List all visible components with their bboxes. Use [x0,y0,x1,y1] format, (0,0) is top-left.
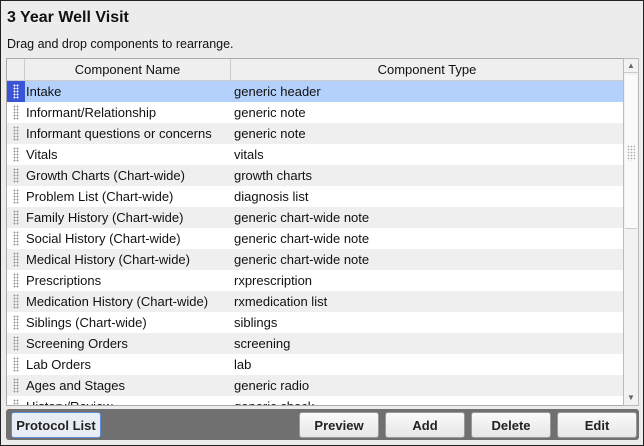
component-type: generic radio [234,378,310,393]
component-name: Vitals [26,147,58,162]
component-type: rxprescription [234,273,313,288]
component-name: Siblings (Chart-wide) [26,315,147,330]
drag-handle-icon[interactable] [7,228,25,249]
component-type: lab [234,357,252,372]
component-name: Family History (Chart-wide) [26,210,184,225]
preview-button[interactable]: Preview [299,412,379,438]
table-row[interactable]: Social History (Chart-wide) generic chart… [7,228,623,249]
column-header-name[interactable]: Component Name [25,59,231,80]
component-type: rxmedication list [234,294,328,309]
component-name: Informant questions or concerns [26,126,212,141]
component-type: generic chart-wide note [234,252,370,267]
component-type: screening [234,336,291,351]
component-type: generic note [234,105,306,120]
table-row[interactable]: Siblings (Chart-wide) siblings [7,312,623,333]
delete-button[interactable]: Delete [471,412,551,438]
scroll-down-arrow-icon[interactable]: ▼ [627,393,635,402]
component-name: Social History (Chart-wide) [26,231,181,246]
component-name: Ages and Stages [26,378,126,393]
component-name: Problem List (Chart-wide) [26,189,174,204]
drag-handle-icon[interactable] [7,291,25,312]
scrollbar-thumb[interactable] [625,75,637,229]
component-name: Prescriptions [26,273,102,288]
drag-handle-icon[interactable] [7,249,25,270]
component-name: History/Review [25,399,231,405]
drag-handle-icon[interactable] [7,81,25,102]
table-row[interactable]: Screening Orders screening [7,333,623,354]
components-table: Component Name Component Type Intake gene… [6,58,624,406]
component-name: Growth Charts (Chart-wide) [26,168,185,183]
table-row[interactable]: Family History (Chart-wide) generic chart… [7,207,623,228]
component-type: generic check [231,399,314,405]
page-title: 3 Year Well Visit [7,9,129,26]
component-name: Screening Orders [26,336,128,351]
table-row[interactable]: Medication History (Chart-wide) rxmedicat… [7,291,623,312]
table-row[interactable]: Growth Charts (Chart-wide) growth charts [7,165,623,186]
component-name: Intake [26,84,62,99]
scroll-up-arrow-icon[interactable]: ▲ [624,59,638,73]
protocol-list-button[interactable]: Protocol List [11,412,101,438]
drag-handle-icon[interactable] [7,123,25,144]
drag-handle-icon[interactable] [7,102,25,123]
edit-button[interactable]: Edit [557,412,637,438]
drag-handle-icon[interactable] [7,186,25,207]
table-row[interactable]: Prescriptions rxprescription [7,270,623,291]
drag-handle-icon[interactable] [7,375,25,396]
drag-handle-icon[interactable] [7,207,25,228]
instructions: Drag and drop components to rearrange. [7,37,234,51]
component-name: Medication History (Chart-wide) [26,294,209,309]
table-header: Component Name Component Type [7,59,623,81]
component-type: generic chart-wide note [234,231,370,246]
table-row[interactable]: Vitals vitals [7,144,623,165]
table-row[interactable]: Informant/Relationship generic note [7,102,623,123]
component-type: siblings [234,315,278,330]
table-row[interactable]: Ages and Stages generic radio [7,375,623,396]
button-bar: Protocol List Preview Add Delete Edit [6,409,639,440]
vertical-scrollbar[interactable]: ▲ ▼ [623,58,639,406]
component-type: generic chart-wide note [234,210,370,225]
drag-handle-icon[interactable] [7,396,25,405]
table-row[interactable]: Medical History (Chart-wide) generic char… [7,249,623,270]
drag-handle-icon[interactable] [7,354,25,375]
drag-handle-icon[interactable] [7,312,25,333]
grip-icon [627,145,635,161]
table-row[interactable]: Lab Orders lab [7,354,623,375]
component-type: growth charts [234,168,313,183]
component-name: Lab Orders [26,357,92,372]
component-name: Medical History (Chart-wide) [26,252,190,267]
add-button[interactable]: Add [385,412,465,438]
component-type: diagnosis list [234,189,309,204]
component-type: vitals [234,147,264,162]
grip-column-header [7,59,25,80]
drag-handle-icon[interactable] [7,165,25,186]
table-row[interactable]: Intake generic header [7,81,623,102]
column-header-type[interactable]: Component Type [377,62,477,77]
table-row[interactable]: Informant questions or concerns generic n… [7,123,623,144]
drag-handle-icon[interactable] [7,333,25,354]
drag-handle-icon[interactable] [7,144,25,165]
component-type: generic note [234,126,306,141]
table-row[interactable]: History/Reviewgeneric check [7,396,623,405]
table-row[interactable]: Problem List (Chart-wide) diagnosis list [7,186,623,207]
component-type: generic header [234,84,321,99]
drag-handle-icon[interactable] [7,270,25,291]
component-name: Informant/Relationship [26,105,157,120]
